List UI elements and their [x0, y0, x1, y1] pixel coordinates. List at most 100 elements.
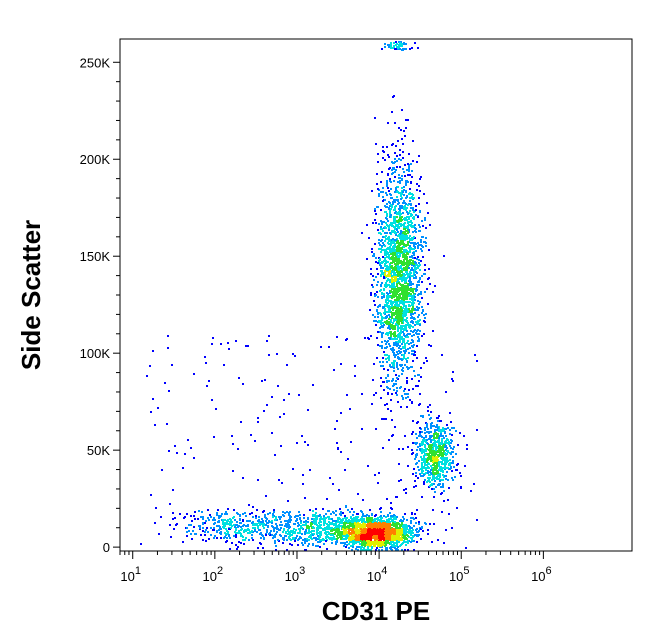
event-point — [383, 351, 385, 353]
event-point — [400, 218, 402, 220]
event-point — [428, 446, 430, 448]
event-point — [412, 331, 414, 333]
event-point — [395, 383, 397, 385]
event-point — [395, 301, 397, 303]
event-point — [353, 540, 355, 542]
event-point — [361, 530, 363, 532]
event-point — [342, 538, 344, 540]
event-point — [401, 284, 403, 286]
event-point — [404, 288, 406, 290]
event-point — [401, 520, 403, 522]
event-point — [364, 532, 366, 534]
event-point — [349, 541, 351, 543]
event-point — [386, 322, 388, 324]
event-point — [412, 263, 414, 265]
event-point — [308, 536, 310, 538]
event-point — [401, 187, 403, 189]
event-point — [383, 289, 385, 291]
event-point — [344, 527, 346, 529]
event-point — [453, 427, 455, 429]
event-point — [391, 169, 393, 171]
event-point — [443, 490, 445, 492]
event-point — [422, 236, 424, 238]
event-point — [407, 265, 409, 267]
event-point — [398, 523, 400, 525]
event-point — [400, 193, 402, 195]
event-point — [265, 534, 267, 536]
event-point — [385, 235, 387, 237]
event-point — [396, 366, 398, 368]
event-point — [397, 334, 399, 336]
event-point — [306, 525, 308, 527]
event-point — [416, 509, 418, 511]
event-point — [424, 241, 426, 243]
event-point — [401, 395, 403, 397]
event-point — [441, 455, 443, 457]
event-point — [283, 528, 285, 530]
event-point — [360, 535, 362, 537]
event-point — [399, 274, 401, 276]
event-point — [309, 509, 311, 511]
event-point — [388, 314, 390, 316]
event-point — [369, 509, 371, 511]
event-point — [457, 463, 459, 465]
event-point — [413, 294, 415, 296]
event-point — [381, 347, 383, 349]
event-point — [396, 516, 398, 518]
event-point — [391, 197, 393, 199]
event-point — [407, 232, 409, 234]
event-point — [415, 290, 417, 292]
event-point — [386, 232, 388, 234]
event-point — [337, 537, 339, 539]
event-point — [400, 198, 402, 200]
event-point — [373, 320, 375, 322]
event-point — [381, 316, 383, 318]
event-point — [275, 533, 277, 535]
event-point — [390, 529, 392, 531]
event-point — [321, 539, 323, 541]
event-point — [411, 196, 413, 198]
event-point — [421, 250, 423, 252]
event-point — [426, 439, 428, 441]
event-point — [414, 230, 416, 232]
event-point — [400, 267, 402, 269]
event-point — [414, 261, 416, 263]
event-point — [408, 166, 410, 168]
event-point — [419, 324, 421, 326]
event-point — [411, 226, 413, 228]
event-point — [447, 467, 449, 469]
event-point — [336, 535, 338, 537]
event-point — [333, 536, 335, 538]
event-point — [449, 468, 451, 470]
event-point — [315, 537, 317, 539]
event-point — [425, 448, 427, 450]
event-point — [455, 430, 457, 432]
event-point — [248, 504, 250, 506]
event-point — [403, 186, 405, 188]
event-point — [386, 146, 388, 148]
event-point — [398, 282, 400, 284]
event-point — [384, 404, 386, 406]
event-point — [405, 209, 407, 211]
event-point — [302, 539, 304, 541]
event-point — [315, 516, 317, 518]
event-point — [392, 379, 394, 381]
event-point — [408, 367, 410, 369]
event-point — [395, 189, 397, 191]
event-point — [421, 467, 423, 469]
event-point — [411, 176, 413, 178]
event-point — [432, 509, 434, 511]
event-point — [332, 534, 334, 536]
event-point — [404, 217, 406, 219]
event-point — [325, 517, 327, 519]
event-point — [447, 450, 449, 452]
event-point — [396, 390, 398, 392]
event-point — [379, 304, 381, 306]
event-point — [420, 248, 422, 250]
event-point — [295, 529, 297, 531]
event-point — [386, 320, 388, 322]
event-point — [433, 473, 435, 475]
event-point — [398, 375, 400, 377]
event-point — [417, 336, 419, 338]
event-point — [382, 256, 384, 258]
